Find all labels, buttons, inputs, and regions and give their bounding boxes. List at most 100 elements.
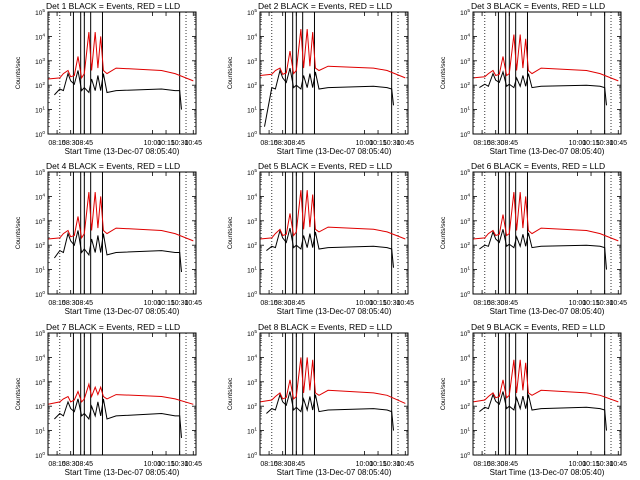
y-tick-label: 105 — [35, 168, 45, 177]
x-tick-label: 08:45 — [288, 300, 306, 307]
x-tick-label: 10:30 — [596, 300, 614, 307]
x-tick-label: 10:30 — [596, 461, 614, 468]
x-tick-label: 10:15 — [582, 461, 600, 468]
x-tick-label: 10:15 — [582, 140, 600, 147]
y-tick-label: 102 — [247, 402, 257, 411]
y-tick-label: 100 — [460, 451, 470, 460]
y-tick-label: 102 — [247, 241, 257, 250]
y-tick-label: 100 — [35, 290, 45, 299]
x-tick-label: 10:00 — [356, 461, 374, 468]
y-tick-label: 102 — [35, 81, 45, 90]
plot-frame — [47, 171, 197, 295]
x-tick-label: 10:00 — [144, 461, 162, 468]
x-tick-label: 10:45 — [185, 461, 203, 468]
y-tick-label: 105 — [35, 329, 45, 338]
y-axis-label: Counts/sec — [15, 216, 22, 249]
y-tick-label: 101 — [247, 106, 257, 115]
x-tick-label: 10:45 — [610, 300, 628, 307]
x-tick-label: 08:15 — [48, 140, 66, 147]
lld-series-line — [473, 359, 619, 403]
x-tick-label: 10:00 — [356, 140, 374, 147]
y-tick-label: 104 — [35, 32, 45, 41]
y-tick-label: 105 — [247, 8, 257, 17]
x-tick-label: 10:15 — [369, 140, 387, 147]
panel-title: Det 8 BLACK = Events, RED = LLD — [258, 322, 392, 332]
y-axis-label: Counts/sec — [15, 377, 22, 410]
events-series-line — [266, 227, 394, 268]
y-tick-label: 103 — [247, 378, 257, 387]
y-tick-label: 102 — [35, 402, 45, 411]
y-tick-label: 103 — [35, 378, 45, 387]
panel-title: Det 6 BLACK = Events, RED = LLD — [471, 161, 605, 171]
y-tick-label: 103 — [35, 217, 45, 226]
y-tick-label: 101 — [35, 266, 45, 275]
x-tick-label: 10:45 — [610, 461, 628, 468]
x-axis-label: Start Time (13-Dec-07 08:05:40) — [490, 307, 605, 316]
x-tick-label: 10:15 — [369, 300, 387, 307]
x-axis-label: Start Time (13-Dec-07 08:05:40) — [490, 468, 605, 477]
x-tick-label: 08:15 — [473, 300, 491, 307]
x-tick-label: 10:15 — [157, 140, 175, 147]
y-tick-label: 100 — [247, 451, 257, 460]
y-tick-label: 101 — [460, 106, 470, 115]
plot-frame — [47, 332, 197, 456]
lld-series-line — [473, 192, 619, 242]
events-series-line — [54, 398, 182, 438]
x-axis-label: Start Time (13-Dec-07 08:05:40) — [277, 468, 392, 477]
y-tick-label: 101 — [247, 266, 257, 275]
x-tick-label: 10:00 — [144, 300, 162, 307]
y-tick-label: 103 — [460, 378, 470, 387]
y-axis-label: Counts/sec — [440, 377, 447, 410]
y-tick-label: 104 — [460, 192, 470, 201]
panel-title: Det 9 BLACK = Events, RED = LLD — [471, 322, 605, 332]
y-tick-label: 101 — [460, 427, 470, 436]
x-tick-label: 10:15 — [369, 461, 387, 468]
plot-frame — [259, 332, 409, 456]
y-tick-label: 103 — [460, 57, 470, 66]
x-tick-label: 10:15 — [582, 300, 600, 307]
lld-series-line — [48, 382, 194, 405]
x-tick-label: 10:30 — [171, 140, 189, 147]
y-tick-label: 101 — [35, 427, 45, 436]
y-axis-label: Counts/sec — [227, 216, 234, 249]
y-tick-label: 104 — [35, 353, 45, 362]
lld-series-line — [260, 357, 406, 404]
x-tick-label: 10:30 — [383, 461, 401, 468]
y-tick-label: 105 — [247, 329, 257, 338]
x-tick-label: 10:00 — [356, 300, 374, 307]
y-tick-label: 100 — [247, 290, 257, 299]
y-tick-label: 104 — [35, 192, 45, 201]
y-tick-label: 100 — [247, 130, 257, 139]
x-tick-label: 10:45 — [397, 140, 415, 147]
y-tick-label: 105 — [35, 8, 45, 17]
x-tick-label: 08:15 — [473, 461, 491, 468]
y-tick-label: 103 — [247, 217, 257, 226]
events-series-line — [479, 70, 607, 106]
x-tick-label: 08:45 — [76, 461, 94, 468]
lld-series-line — [260, 29, 406, 79]
x-tick-label: 08:45 — [501, 300, 519, 307]
x-tick-label: 08:30 — [487, 140, 505, 147]
x-tick-label: 08:15 — [260, 140, 278, 147]
x-axis-label: Start Time (13-Dec-07 08:05:40) — [277, 147, 392, 156]
y-tick-label: 105 — [247, 168, 257, 177]
x-tick-label: 08:15 — [260, 461, 278, 468]
x-tick-label: 08:45 — [76, 300, 94, 307]
y-axis-label: Counts/sec — [227, 56, 234, 89]
y-tick-label: 103 — [247, 57, 257, 66]
panel-title: Det 7 BLACK = Events, RED = LLD — [46, 322, 180, 332]
x-tick-label: 08:45 — [76, 140, 94, 147]
events-series-line — [479, 391, 607, 431]
x-tick-label: 10:30 — [171, 300, 189, 307]
x-tick-label: 10:45 — [185, 300, 203, 307]
x-tick-label: 08:30 — [62, 140, 80, 147]
x-tick-label: 08:30 — [274, 140, 292, 147]
y-tick-label: 105 — [460, 8, 470, 17]
